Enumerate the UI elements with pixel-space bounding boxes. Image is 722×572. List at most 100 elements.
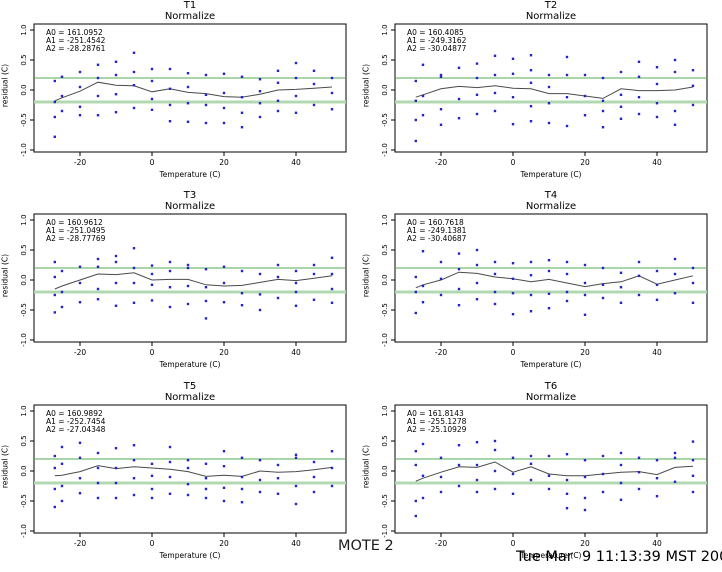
svg-text:-0.5: -0.5 xyxy=(381,113,389,127)
fit-coefficients: A0 = 160.9612 A1 = -251.0495 A2 = -28.77… xyxy=(46,219,105,243)
coef-a0: A0 = 160.9892 xyxy=(46,409,103,418)
coef-a2: A2 = -25.10929 xyxy=(407,425,467,434)
svg-text:20: 20 xyxy=(219,348,229,357)
coef-a1: A1 = -252.7454 xyxy=(46,417,106,426)
x-axis-label: Temperature (C) xyxy=(159,360,221,369)
coef-a1: A1 = -249.1381 xyxy=(407,226,467,235)
svg-text:0: 0 xyxy=(150,158,155,167)
svg-text:0: 0 xyxy=(511,539,516,548)
y-axis-label: residual (C) xyxy=(0,63,10,108)
svg-text:1.0: 1.0 xyxy=(381,24,389,35)
t1-plot-canvas: 1.0 0.5 0.0 -0.5 -1.0 -20 0 20 40 xyxy=(20,23,347,167)
panel-t1: 1.0 0.5 0.0 -0.5 -1.0 -20 0 20 40 T1 Normalize A… xyxy=(0,0,361,191)
y-axis-label: residual (C) xyxy=(361,63,371,108)
t4-plot-canvas: 1.0 0.5 0.0 -0.5 -1.0 -20 0 20 40 xyxy=(381,213,708,357)
svg-text:0: 0 xyxy=(150,348,155,357)
svg-text:1.0: 1.0 xyxy=(20,214,28,225)
coef-a2: A2 = -30.40687 xyxy=(407,234,467,243)
svg-text:40: 40 xyxy=(291,348,301,357)
panel-t5: 1.0 0.5 0.0 -0.5 -1.0 -20 0 20 40 T5 Normalize A… xyxy=(0,381,361,572)
x-axis-label: Temperature (C) xyxy=(159,170,221,179)
x-axis-label: Temperature (C) xyxy=(520,551,582,560)
coef-a2: A2 = -30.04877 xyxy=(407,44,467,53)
fit-coefficients: A0 = 160.4085 A1 = -249.3162 A2 = -30.04… xyxy=(407,29,466,53)
svg-text:-0.5: -0.5 xyxy=(20,494,28,508)
svg-text:0.0: 0.0 xyxy=(20,84,28,95)
coef-a1: A1 = -255.1278 xyxy=(407,417,467,426)
svg-text:-1.0: -1.0 xyxy=(20,333,28,347)
fit-coefficients: A0 = 160.7618 A1 = -249.1381 A2 = -30.40… xyxy=(407,219,466,243)
svg-text:20: 20 xyxy=(580,539,590,548)
coef-a1: A1 = -251.0495 xyxy=(46,226,106,235)
y-axis-label: residual (C) xyxy=(361,444,371,489)
svg-text:40: 40 xyxy=(652,539,662,548)
svg-text:-1.0: -1.0 xyxy=(381,524,389,538)
t2-plot-canvas: 1.0 0.5 0.0 -0.5 -1.0 -20 0 20 40 xyxy=(381,23,708,167)
panel-t6: 1.0 0.5 0.0 -0.5 -1.0 -20 0 20 40 T6 Normalize A… xyxy=(361,381,722,572)
x-axis-label: Temperature (C) xyxy=(520,360,582,369)
panel-title: T2 xyxy=(544,0,558,11)
svg-text:0: 0 xyxy=(511,348,516,357)
panel-t2: 1.0 0.5 0.0 -0.5 -1.0 -20 0 20 40 T2 Normalize A… xyxy=(361,0,722,191)
coef-a1: A1 = -251.4542 xyxy=(46,36,106,45)
t5-plot-canvas: 1.0 0.5 0.0 -0.5 -1.0 -20 0 20 40 xyxy=(20,404,347,548)
coef-a2: A2 = -27.04348 xyxy=(46,425,106,434)
coef-a2: A2 = -28.77769 xyxy=(46,234,106,243)
t3-plot-canvas: 1.0 0.5 0.0 -0.5 -1.0 -20 0 20 40 xyxy=(20,213,347,357)
panel-subtitle: Normalize xyxy=(164,392,216,403)
svg-text:40: 40 xyxy=(291,539,301,548)
panel-subtitle: Normalize xyxy=(164,201,216,212)
panel-title: T1 xyxy=(183,0,197,11)
svg-text:0.0: 0.0 xyxy=(381,465,389,476)
svg-text:0.0: 0.0 xyxy=(381,274,389,285)
panel-subtitle: Normalize xyxy=(525,201,577,212)
svg-text:40: 40 xyxy=(652,348,662,357)
svg-text:40: 40 xyxy=(291,158,301,167)
panel-subtitle: Normalize xyxy=(525,392,577,403)
coef-a0: A0 = 161.8143 xyxy=(407,409,464,418)
svg-text:-20: -20 xyxy=(74,158,86,167)
svg-text:0.5: 0.5 xyxy=(381,54,389,65)
x-axis-label: Temperature (C) xyxy=(159,551,221,560)
svg-text:20: 20 xyxy=(219,158,229,167)
svg-text:0.5: 0.5 xyxy=(20,54,28,65)
svg-text:0.5: 0.5 xyxy=(381,435,389,446)
y-axis-label: residual (C) xyxy=(0,444,10,489)
coef-a1: A1 = -249.3162 xyxy=(407,36,467,45)
y-axis-label: residual (C) xyxy=(361,253,371,298)
svg-text:20: 20 xyxy=(219,539,229,548)
svg-text:0.5: 0.5 xyxy=(381,244,389,255)
panel-t4: 1.0 0.5 0.0 -0.5 -1.0 -20 0 20 40 T4 Normalize A… xyxy=(361,190,722,381)
panel-title: T3 xyxy=(183,190,197,201)
svg-text:20: 20 xyxy=(580,158,590,167)
svg-text:0: 0 xyxy=(150,539,155,548)
svg-text:-1.0: -1.0 xyxy=(20,524,28,538)
svg-text:1.0: 1.0 xyxy=(20,405,28,416)
svg-text:0.5: 0.5 xyxy=(20,435,28,446)
plot-set-label: MOTE 2 xyxy=(338,538,394,554)
svg-text:1.0: 1.0 xyxy=(20,24,28,35)
panel-subtitle: Normalize xyxy=(164,11,216,22)
x-axis-label: Temperature (C) xyxy=(520,170,582,179)
svg-text:0.0: 0.0 xyxy=(381,84,389,95)
svg-text:1.0: 1.0 xyxy=(381,214,389,225)
svg-text:-0.5: -0.5 xyxy=(20,113,28,127)
fit-coefficients: A0 = 161.0952 A1 = -251.4542 A2 = -28.28… xyxy=(46,29,105,53)
svg-text:-0.5: -0.5 xyxy=(381,303,389,317)
coef-a2: A2 = -28.28761 xyxy=(46,44,106,53)
panel-title: T6 xyxy=(544,381,558,392)
svg-text:-1.0: -1.0 xyxy=(381,143,389,157)
coef-a0: A0 = 160.7618 xyxy=(407,218,464,227)
svg-text:20: 20 xyxy=(580,348,590,357)
svg-text:-20: -20 xyxy=(435,348,447,357)
svg-text:-1.0: -1.0 xyxy=(20,143,28,157)
timestamp: Tue Mar 9 11:13:39 MST 2004 xyxy=(516,549,722,565)
svg-text:-20: -20 xyxy=(435,539,447,548)
svg-text:0: 0 xyxy=(511,158,516,167)
coef-a0: A0 = 160.9612 xyxy=(46,218,103,227)
panel-subtitle: Normalize xyxy=(525,11,577,22)
coef-a0: A0 = 160.4085 xyxy=(407,28,464,37)
svg-text:0.5: 0.5 xyxy=(20,244,28,255)
panel-t3: 1.0 0.5 0.0 -0.5 -1.0 -20 0 20 40 T3 Normalize A… xyxy=(0,190,361,381)
coef-a0: A0 = 161.0952 xyxy=(46,28,103,37)
